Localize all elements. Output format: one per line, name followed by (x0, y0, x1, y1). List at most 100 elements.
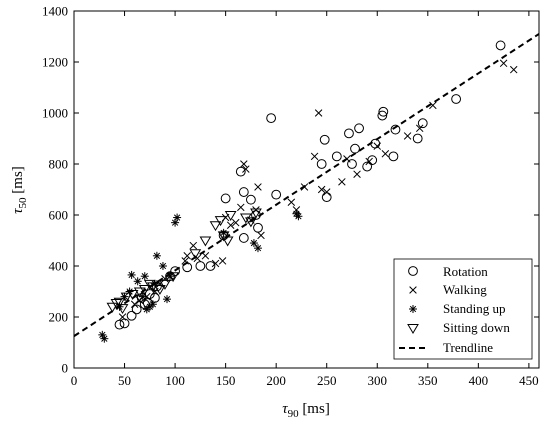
point-rotation (350, 143, 360, 154)
point-sitting-down (126, 290, 139, 301)
y-tick-label: 1000 (42, 106, 68, 121)
point-walking (509, 65, 518, 74)
point-rotation (266, 113, 277, 123)
x-tick-label: 200 (266, 373, 286, 388)
point-walking (135, 296, 144, 305)
point-rotation (316, 159, 327, 169)
point-rotation (271, 189, 282, 200)
point-rotation (246, 194, 256, 205)
point-standing-up (294, 212, 303, 221)
point-walking (338, 178, 346, 186)
legend-marker-walking (409, 286, 417, 294)
point-sitting-down (133, 287, 146, 298)
point-rotation (205, 261, 216, 271)
point-sitting-down (138, 284, 151, 295)
point-walking (211, 259, 220, 268)
legend-label-trendline: Trendline (443, 340, 493, 355)
axis-ticks: 0 50 100 150 200 250 300 350 400 450 0 200 400 600 800… (42, 4, 539, 388)
point-walking (201, 252, 210, 260)
point-walking (242, 165, 250, 173)
point-sitting-down (224, 211, 237, 221)
point-walking (118, 313, 127, 321)
point-walking (237, 203, 245, 212)
point-sitting-down (245, 217, 257, 228)
point-rotation (126, 310, 137, 321)
y-tick-label: 600 (49, 208, 69, 223)
point-walking (252, 206, 260, 214)
point-standing-up (152, 251, 161, 260)
point-rotation (390, 124, 401, 135)
point-standing-up (127, 270, 136, 279)
point-walking (189, 241, 198, 250)
point-walking (343, 155, 351, 163)
point-sitting-down (189, 249, 202, 260)
point-rotation (131, 304, 142, 315)
x-tick-label: 0 (71, 373, 78, 388)
point-walking (429, 101, 437, 110)
y-tick-label: 1400 (42, 4, 68, 19)
point-walking (193, 254, 202, 263)
x-axis-label: τ90 [ms] (282, 401, 330, 420)
y-axis-label: τ50 [ms] (10, 166, 29, 214)
point-walking (317, 185, 326, 194)
point-sitting-down (217, 231, 230, 242)
point-rotation (220, 193, 231, 204)
point-walking (353, 170, 361, 178)
point-sitting-down (214, 216, 227, 227)
point-rotation (319, 134, 330, 145)
x-tick-label: 100 (165, 373, 185, 388)
point-sitting-down (167, 272, 179, 283)
y-tick-label: 400 (49, 259, 69, 274)
point-walking (181, 257, 189, 265)
point-walking (499, 59, 508, 68)
y-tick-label: 0 (62, 361, 69, 376)
point-rotation (388, 151, 399, 162)
legend-label-standing-up: Standing up (443, 301, 505, 316)
point-rotation (362, 161, 373, 172)
point-walking (287, 198, 296, 207)
y-tick-label: 1200 (42, 55, 68, 70)
point-walking (240, 160, 248, 168)
point-rotation (238, 187, 249, 197)
legend-label-walking: Walking (443, 282, 487, 297)
point-sitting-down (250, 208, 262, 219)
point-walking (257, 231, 265, 240)
point-rotation (347, 159, 357, 169)
point-standing-up (173, 213, 182, 222)
x-tick-label: 150 (216, 373, 236, 388)
point-standing-up (219, 228, 228, 237)
point-sitting-down (116, 304, 129, 315)
data-points (98, 40, 518, 343)
point-walking (365, 157, 373, 166)
point-sitting-down (110, 298, 123, 309)
point-walking (415, 124, 424, 133)
point-walking (254, 183, 262, 191)
point-sitting-down (199, 236, 212, 247)
point-rotation (412, 133, 423, 144)
y-tick-label: 200 (49, 310, 69, 325)
x-tick-label: 400 (469, 373, 489, 388)
point-rotation (344, 128, 354, 139)
point-sitting-down (120, 292, 133, 303)
point-standing-up (100, 334, 109, 343)
point-walking (183, 252, 191, 260)
point-rotation (378, 106, 389, 117)
point-sitting-down (154, 284, 166, 295)
point-standing-up (163, 295, 171, 304)
legend-marker-rotation (408, 266, 418, 276)
legend-label-rotation: Rotation (443, 264, 488, 279)
point-standing-up (148, 300, 157, 309)
point-sitting-down (209, 221, 222, 232)
point-rotation (170, 266, 180, 277)
point-walking (300, 183, 309, 191)
x-tick-label: 250 (317, 373, 337, 388)
point-walking (218, 257, 227, 265)
point-walking (226, 221, 235, 229)
legend-marker-sitting-down (407, 324, 419, 334)
legend-label-sitting-down: Sitting down (443, 320, 510, 335)
point-standing-up (140, 272, 149, 281)
point-rotation (331, 151, 342, 162)
point-walking (403, 132, 412, 140)
point-sitting-down (143, 279, 156, 290)
